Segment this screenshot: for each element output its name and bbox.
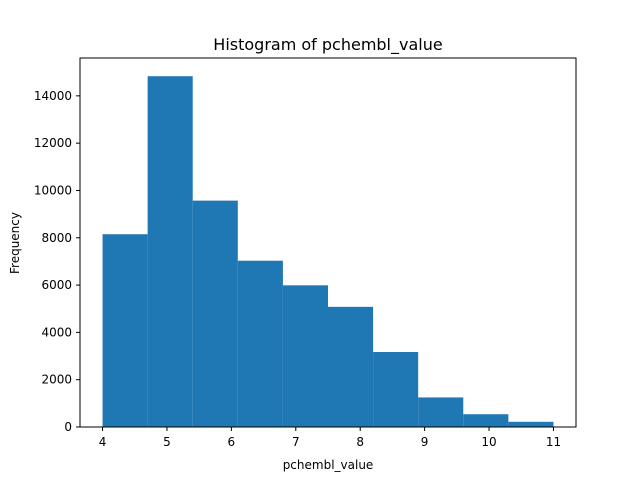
x-tick-label: 10	[481, 435, 496, 449]
histogram-bar-4	[282, 285, 328, 427]
y-axis-ticks: 0 2000 4000 6000 8000 10000 12000 14000	[34, 89, 80, 434]
x-axis-label: pchembl_value	[283, 458, 374, 472]
x-tick-label: 9	[421, 435, 429, 449]
x-axis-ticks: 4 5 6 7 8 9 10 11	[99, 427, 561, 449]
histogram-bar-0	[102, 234, 148, 427]
x-tick-label: 4	[99, 435, 107, 449]
x-tick-label: 11	[546, 435, 561, 449]
histogram-bar-1	[147, 76, 193, 427]
y-tick-label: 6000	[41, 278, 72, 292]
histogram-bar-6	[373, 352, 419, 427]
histogram-bar-7	[418, 397, 464, 427]
y-tick-label: 12000	[34, 136, 72, 150]
y-tick-label: 10000	[34, 183, 72, 197]
histogram-bar-3	[237, 260, 283, 427]
histogram-bar-2	[192, 200, 238, 427]
histogram-bars	[102, 76, 554, 427]
histogram-bar-5	[328, 306, 374, 427]
histogram-bar-9	[508, 421, 554, 427]
y-axis-label: Frequency	[8, 212, 22, 274]
x-tick-label: 7	[292, 435, 300, 449]
x-tick-label: 8	[356, 435, 364, 449]
y-tick-label: 2000	[41, 373, 72, 387]
x-tick-label: 5	[163, 435, 171, 449]
histogram-bar-8	[463, 414, 509, 427]
y-tick-label: 4000	[41, 325, 72, 339]
y-tick-label: 8000	[41, 231, 72, 245]
y-tick-label: 0	[64, 420, 72, 434]
chart-title: Histogram of pchembl_value	[213, 35, 442, 55]
plot-frame	[79, 57, 577, 428]
y-tick-label: 14000	[34, 89, 72, 103]
x-tick-label: 6	[228, 435, 236, 449]
